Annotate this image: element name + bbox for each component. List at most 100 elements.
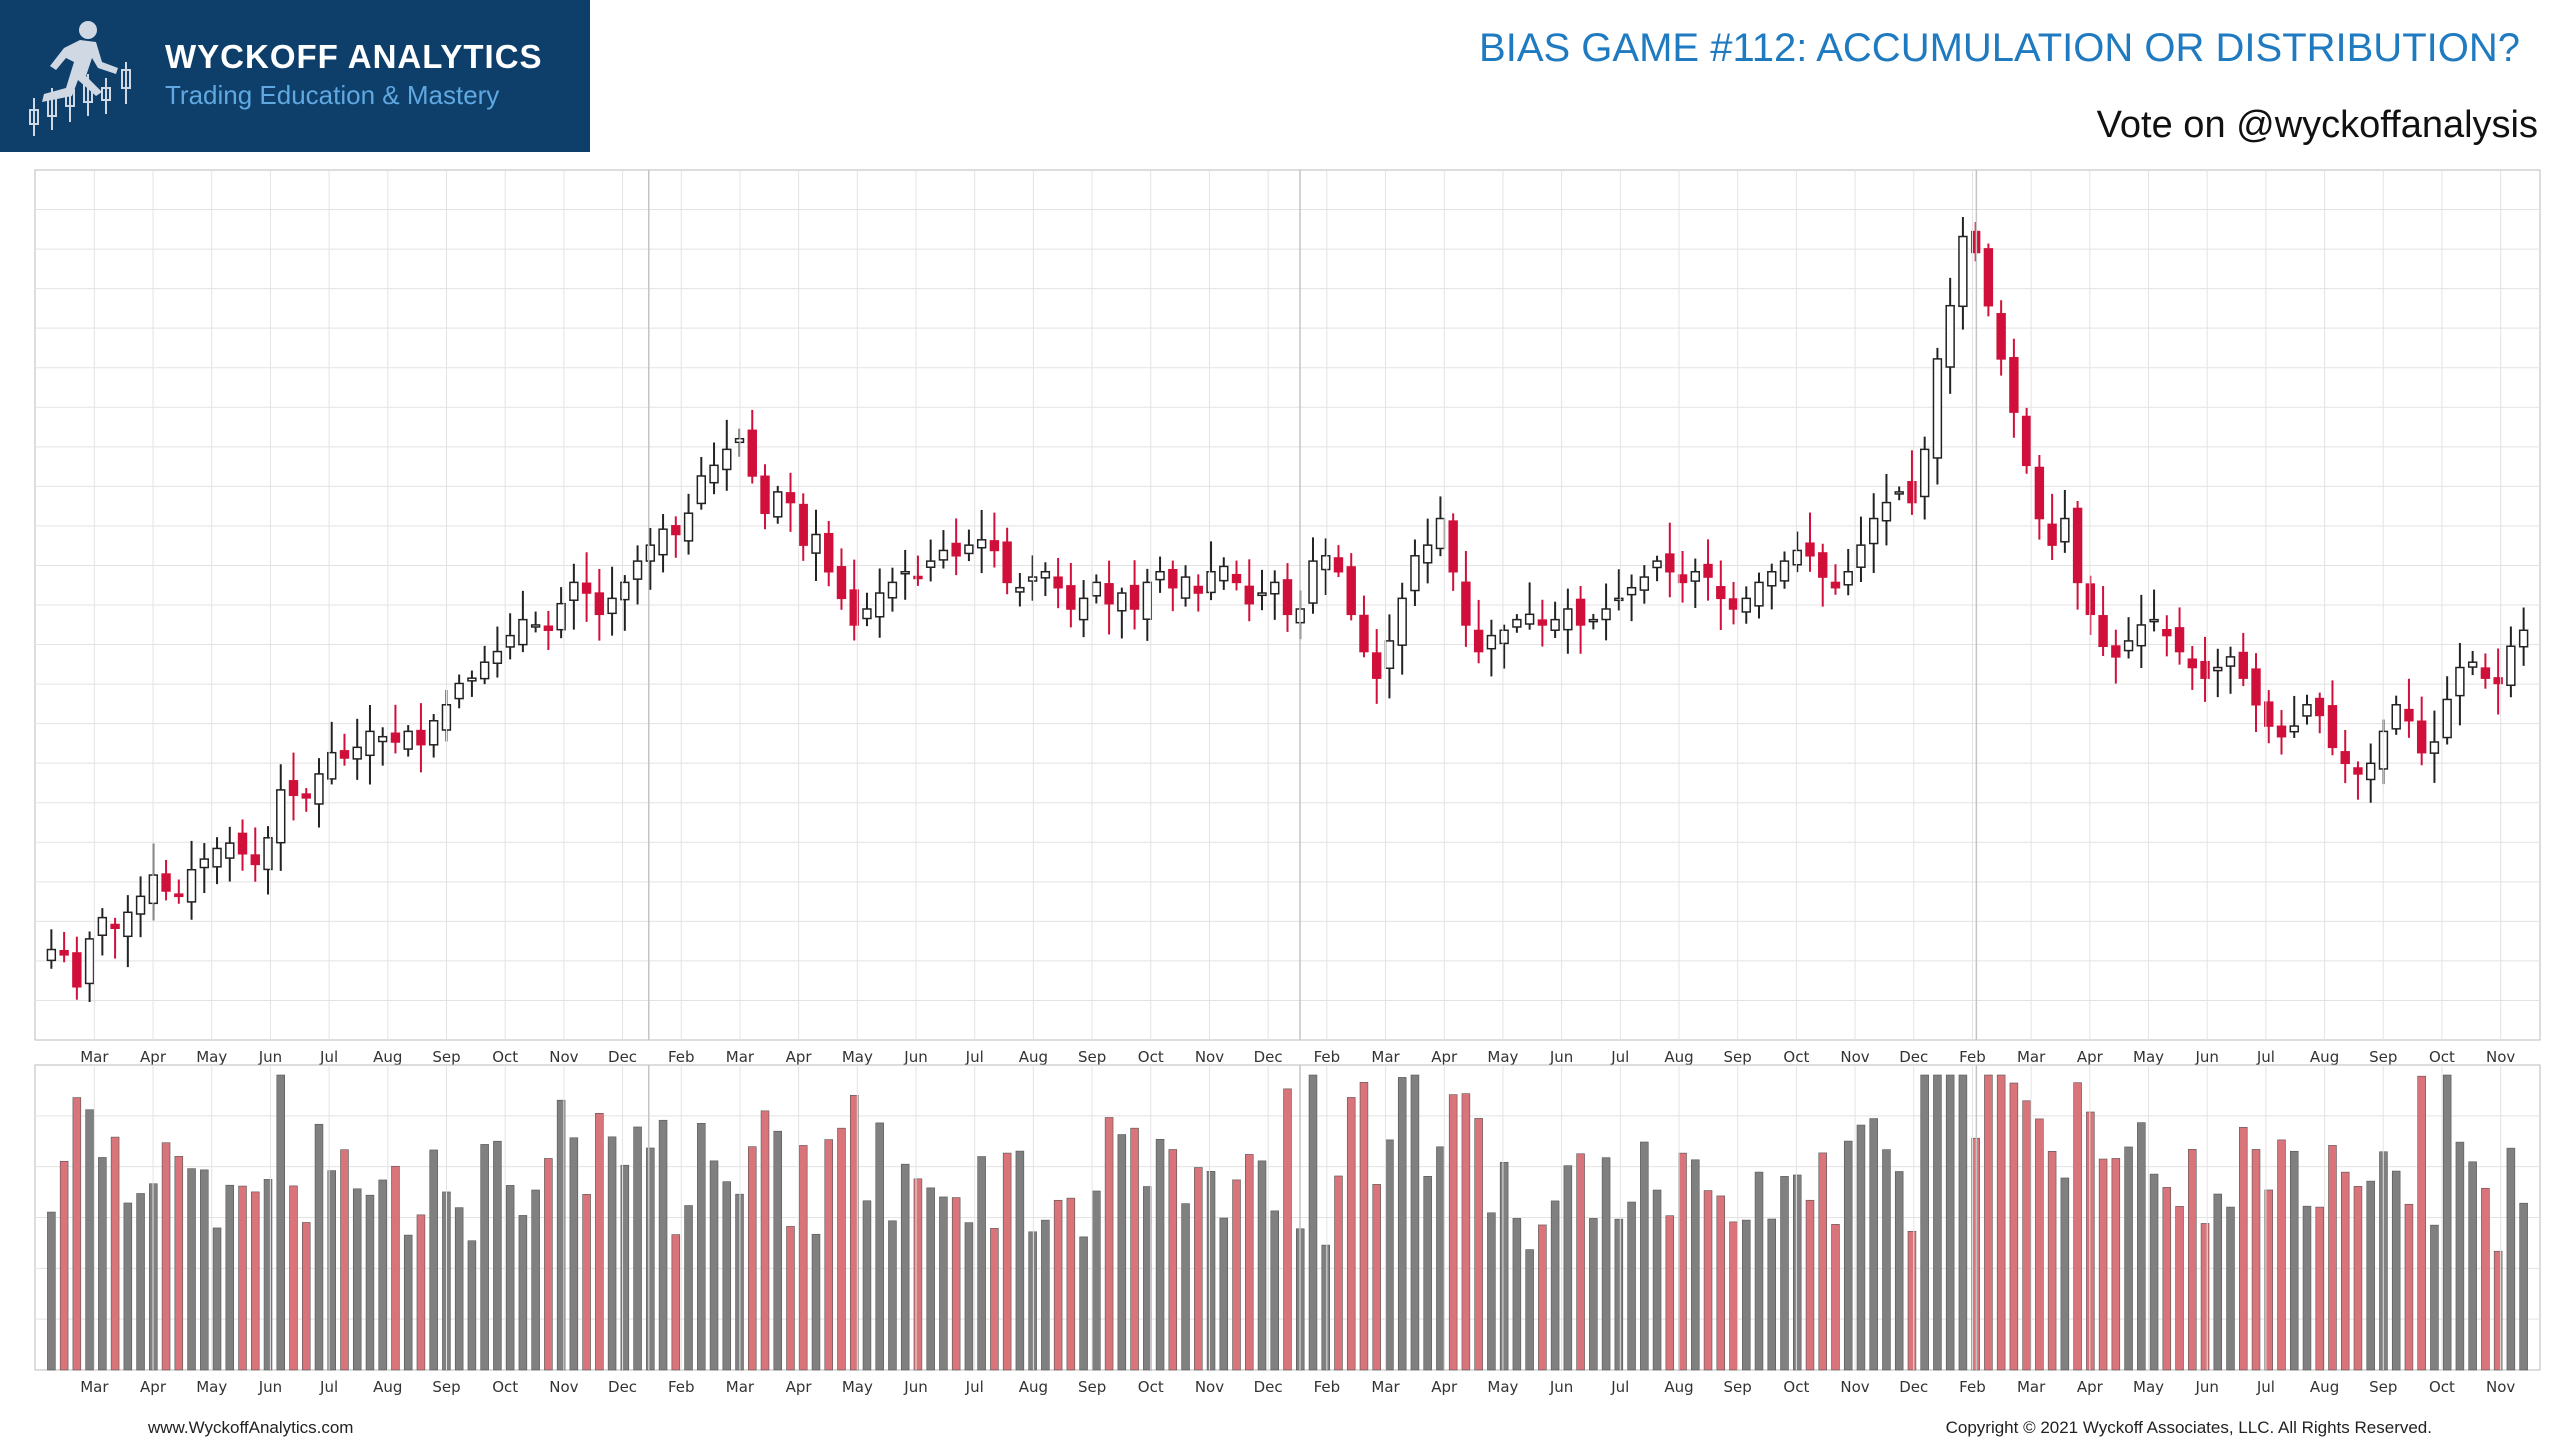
candle-body	[161, 873, 171, 892]
volume-bar	[1958, 1074, 1968, 1371]
volume-bar	[2226, 1206, 2235, 1371]
candle-body	[1346, 566, 1356, 616]
volume-bar	[1410, 1074, 1420, 1371]
volume-bar	[2149, 1173, 2159, 1371]
candle-body	[760, 475, 770, 514]
volume-bar	[964, 1222, 974, 1371]
volume-bar	[1155, 1138, 1165, 1371]
month-label: Nov	[549, 1378, 578, 1396]
candle-body	[2060, 517, 2070, 543]
candle-body	[989, 540, 1000, 552]
candle-body	[2327, 705, 2338, 749]
candle-body	[1270, 581, 1280, 595]
volume-bar	[1015, 1150, 1025, 1371]
candle-body	[2149, 618, 2159, 623]
month-label: Feb	[1314, 1378, 1341, 1396]
candle-body	[2213, 666, 2223, 672]
month-label: Sep	[1078, 1378, 1106, 1396]
month-label: Jul	[319, 1378, 338, 1396]
volume-bar	[1385, 1139, 1394, 1371]
candle-body	[620, 581, 630, 601]
volume-bar	[352, 1188, 362, 1371]
month-label: Nov	[549, 1048, 578, 1066]
volume-bar	[544, 1158, 553, 1371]
volume-bar	[1206, 1171, 1216, 1371]
candle-body	[862, 608, 872, 620]
candle-body	[72, 952, 82, 988]
month-label: Nov	[2486, 1378, 2515, 1396]
volume-bar	[1359, 1082, 1369, 1371]
footer-website[interactable]: www.WyckoffAnalytics.com	[148, 1418, 354, 1437]
candle-body	[1422, 544, 1433, 564]
volume-bar	[1805, 1199, 1815, 1371]
candle-body	[2493, 677, 2503, 685]
volume-bar	[1601, 1157, 1611, 1371]
volume-bar	[47, 1211, 56, 1371]
candle-body	[2225, 656, 2236, 667]
brand-tagline: Trading Education & Mastery	[165, 80, 500, 110]
candle-body	[46, 948, 57, 962]
candle-body	[1983, 248, 1994, 307]
candle-body	[2302, 704, 2312, 717]
candle-body	[174, 893, 184, 898]
month-label: May	[1487, 1378, 1518, 1396]
candle-body	[1996, 313, 2006, 360]
volume-bar	[1181, 1203, 1190, 1371]
month-label: Oct	[1783, 1378, 1809, 1396]
month-label: Jun	[2194, 1048, 2218, 1066]
candle-body	[1639, 576, 1650, 591]
candle-body	[1932, 358, 1943, 459]
volume-bar	[1474, 1118, 1483, 1371]
volume-bar	[697, 1123, 706, 1371]
candle-body	[1703, 563, 1713, 578]
month-label: Aug	[1019, 1378, 1048, 1396]
candle-body	[1563, 608, 1573, 631]
candle-body	[1142, 581, 1153, 620]
volume-bar	[1436, 1146, 1445, 1371]
month-label: Sep	[432, 1048, 460, 1066]
volume-bar	[1270, 1210, 1280, 1371]
volume-bar	[1143, 1186, 1152, 1371]
volume-bar	[1856, 1124, 1866, 1371]
month-label: Jul	[319, 1048, 338, 1066]
month-label: Sep	[1724, 1048, 1752, 1066]
candle-body	[1869, 517, 1879, 545]
volume-bar	[2417, 1075, 2426, 1371]
candle-body	[339, 750, 350, 759]
volume-bar	[2162, 1187, 2172, 1371]
volume-bar	[1245, 1154, 1254, 1371]
volume-bar	[123, 1202, 133, 1371]
candle-body	[1155, 570, 1165, 581]
volume-bar	[1092, 1190, 1101, 1371]
candle-body	[110, 923, 120, 930]
volume-bar	[2506, 1147, 2516, 1371]
volume-bar	[2047, 1151, 2057, 1371]
volume-bar	[2391, 1170, 2401, 1371]
candle-body	[454, 682, 464, 700]
volume-bar	[2086, 1111, 2095, 1371]
month-label: Mar	[2017, 1378, 2046, 1396]
volume-bar	[314, 1123, 324, 1371]
candle-body	[1728, 598, 1739, 610]
month-label: Sep	[1724, 1378, 1752, 1396]
candle-body	[1881, 501, 1892, 522]
candle-body	[314, 773, 324, 805]
month-label: Nov	[1840, 1048, 1869, 1066]
month-label: Sep	[432, 1378, 460, 1396]
volume-bar	[467, 1240, 477, 1371]
candle-body	[2289, 725, 2299, 733]
month-label: Sep	[1078, 1048, 1106, 1066]
volume-bar	[174, 1156, 184, 1371]
volume-bar	[212, 1227, 222, 1371]
volume-bar	[2353, 1186, 2363, 1371]
volume-bar	[824, 1139, 833, 1371]
volume-bar	[1372, 1184, 1381, 1371]
candle-body	[1958, 235, 1968, 308]
volume-bar	[1780, 1176, 1789, 1371]
candle-body	[925, 560, 936, 568]
candle-body	[1945, 304, 1955, 368]
candle-body	[2429, 741, 2440, 754]
candle-body	[1117, 592, 1127, 612]
candle-body	[569, 581, 579, 601]
month-label: Mar	[726, 1378, 755, 1396]
